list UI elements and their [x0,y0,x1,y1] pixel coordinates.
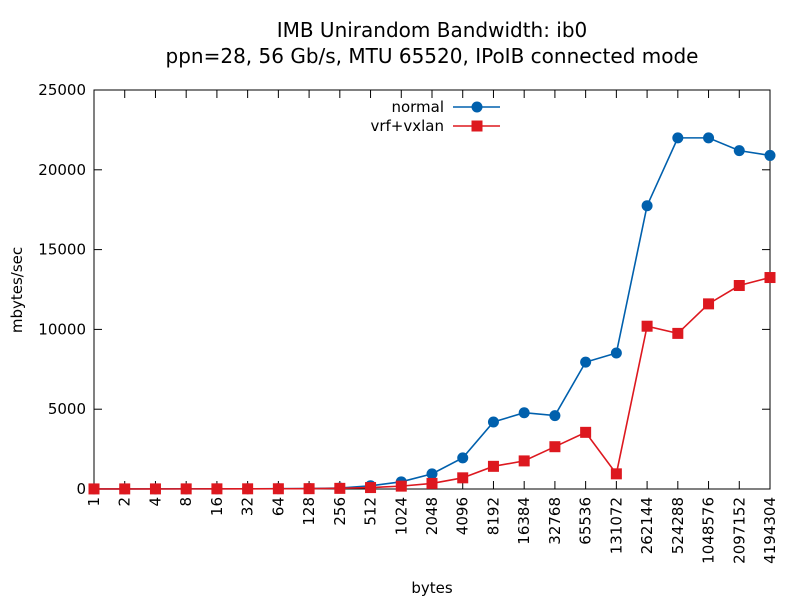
y-axis-label: mbytes/sec [8,247,26,333]
data-point [518,407,530,419]
data-point [733,280,745,292]
x-tick-label: 512 [362,497,380,526]
x-tick-label: 256 [331,497,349,526]
data-point [487,416,499,428]
data-point [610,347,622,359]
data-point [641,320,653,332]
data-point [457,472,469,484]
data-point [518,455,530,467]
data-point [180,483,192,495]
data-point [672,327,684,339]
x-tick-label: 64 [269,497,287,516]
data-point [672,132,684,144]
series-1 [88,272,776,495]
data-point [457,452,469,464]
y-tick-label: 0 [76,480,86,498]
data-point [149,483,161,495]
x-axis: 1 2 4 8 16 32 64 128 256 512 1024 2048 4096 8192 16384… [85,90,779,564]
data-point [580,426,592,438]
series-line [93,276,771,490]
data-point [211,483,223,495]
x-tick-label: 8 [177,497,195,507]
data-point [487,460,499,472]
x-tick-label: 4096 [454,497,472,535]
y-tick-label: 15000 [38,241,86,259]
data-point [303,483,315,495]
legend-marker [471,101,483,113]
series-layer [88,132,776,495]
x-tick-label: 8192 [484,497,502,535]
y-axis: 0 5000 10000 15000 20000 25000 [38,81,770,498]
series-0 [88,132,776,495]
chart-title: IMB Unirandom Bandwidth: ib0 [277,18,588,42]
x-tick-label: 2048 [423,497,441,535]
chart-subtitle: ppn=28, 56 Gb/s, MTU 65520, IPoIB connec… [166,44,699,68]
data-point [549,441,561,453]
data-point [426,477,438,489]
x-tick-label: 131072 [607,497,625,554]
data-point [610,468,622,480]
y-tick-label: 25000 [38,81,86,99]
data-point [272,483,284,495]
x-axis-label: bytes [411,579,453,597]
legend-label: normal [391,98,444,116]
x-tick-label: 1024 [392,497,410,535]
data-point [119,483,131,495]
data-point [334,482,346,494]
x-tick-label: 1048576 [700,497,718,564]
x-tick-label: 2097152 [730,497,748,564]
data-point [549,410,561,422]
data-point [764,272,776,284]
x-tick-label: 128 [300,497,318,526]
x-tick-label: 2 [116,497,134,507]
data-point [395,480,407,492]
y-tick-label: 5000 [48,400,86,418]
x-tick-label: 524288 [669,497,687,554]
data-point [703,298,715,310]
x-tick-label: 65536 [577,497,595,545]
data-point [764,149,776,161]
y-tick-label: 20000 [38,161,86,179]
legend-label: vrf+vxlan [370,117,444,135]
x-tick-label: 4194304 [761,497,779,564]
data-point [88,483,100,495]
x-tick-label: 16 [208,497,226,516]
data-point [426,468,438,480]
data-point [641,200,653,212]
x-tick-label: 4 [146,497,164,507]
plot-frame [93,89,771,490]
legend-marker [471,120,483,132]
data-point [733,145,745,157]
data-point [365,482,377,494]
x-tick-label: 32 [239,497,257,516]
series-line [93,137,771,490]
x-tick-label: 262144 [638,497,656,554]
data-point [242,483,254,495]
x-tick-label: 16384 [515,497,533,545]
data-point [703,132,715,144]
x-tick-label: 1 [85,497,103,507]
y-tick-label: 10000 [38,320,86,338]
x-tick-label: 32768 [546,497,564,545]
data-point [580,356,592,368]
